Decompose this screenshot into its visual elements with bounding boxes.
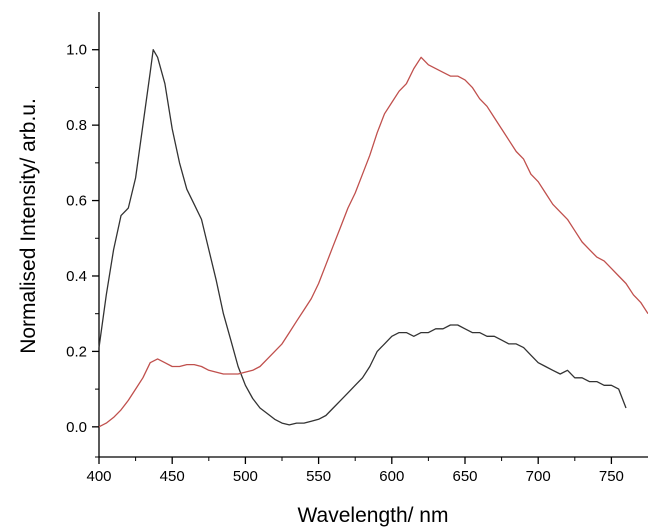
x-axis-title: Wavelength/ nm (298, 504, 449, 527)
y-tick-label: 0.2 (66, 343, 87, 360)
x-tick-label: 700 (526, 468, 551, 485)
x-tick-label: 600 (379, 468, 404, 485)
x-tick-label: 500 (233, 468, 258, 485)
x-tick-label: 650 (452, 468, 477, 485)
y-tick-label: 0.6 (66, 193, 87, 210)
x-tick-label: 750 (599, 468, 624, 485)
series-layer (98, 49, 648, 428)
y-tick-label: 0.8 (66, 117, 87, 134)
x-tick-label: 450 (160, 468, 185, 485)
y-tick-label: 0.0 (66, 419, 87, 436)
x-tick-label: 400 (86, 468, 111, 485)
y-tick-label: 1.0 (66, 42, 87, 59)
x-tick-label: 550 (306, 468, 331, 485)
series-line-2 (98, 56, 648, 428)
axes: 400 450 500 550 600 650 700 750 0.0 0.2 0.4 0.6 0.8 1… (66, 12, 648, 485)
y-axis-title: Normalised Intensity/ arb.u. (17, 98, 40, 354)
axis-labels: Wavelength/ nm Normalised Intensity/ arb… (17, 98, 448, 527)
series-line-1 (98, 49, 627, 426)
y-tick-label: 0.4 (66, 268, 87, 285)
